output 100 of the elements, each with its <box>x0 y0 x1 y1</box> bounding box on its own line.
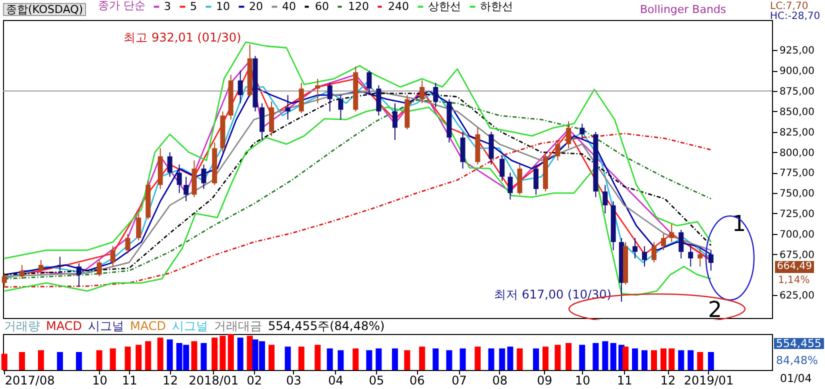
x-tick-label: 07 <box>452 374 467 388</box>
x-tick-label: 09 <box>537 374 552 388</box>
text: 554,455 <box>774 337 824 350</box>
candlestick <box>2 272 7 287</box>
text: 554,455주(84,48%) <box>268 319 385 333</box>
candlestick <box>184 176 189 202</box>
bar <box>200 343 207 370</box>
text: 거래량 <box>4 319 40 333</box>
y-tick-label: 750,00 <box>780 188 814 200</box>
bar <box>419 346 426 370</box>
bar <box>326 348 333 370</box>
y-tick-label: 850,00 <box>780 106 814 118</box>
candlestick <box>580 123 585 141</box>
x-tick-label: 05 <box>368 374 384 388</box>
bar <box>579 344 586 370</box>
bar <box>566 343 572 370</box>
bar <box>338 350 344 370</box>
y-tick-label: 825,00 <box>780 127 814 138</box>
text: MACD <box>130 319 166 333</box>
x-tick-label: 11 <box>617 374 632 388</box>
bar <box>697 352 704 370</box>
bar <box>220 336 226 370</box>
bar <box>38 350 44 370</box>
y-tick-label: 625,00 <box>780 290 814 302</box>
y-tick-label: 725,00 <box>780 208 814 220</box>
bar <box>668 348 675 370</box>
candlestick <box>392 102 398 141</box>
legend-label: 120 <box>348 0 369 13</box>
bar <box>268 344 275 370</box>
x-tick-label: 2019/01 <box>684 374 734 388</box>
bar <box>432 348 439 370</box>
y-tick-label: 925,00 <box>780 46 814 57</box>
candlestick <box>652 242 657 263</box>
legend-label: 20 <box>249 0 263 13</box>
bar <box>191 341 198 370</box>
x-tick-label: 03 <box>286 374 302 388</box>
bar <box>212 338 218 370</box>
chart-title: 종합(KOSDAQ) <box>3 3 86 16</box>
bar <box>392 348 398 370</box>
candlestick <box>642 246 648 268</box>
candlestick <box>96 260 102 277</box>
candlestick <box>566 120 572 149</box>
candlestick <box>298 82 304 114</box>
bar <box>488 348 494 370</box>
legend-label: 60 <box>315 0 329 13</box>
x-tick-label: 04 <box>328 374 344 388</box>
bar <box>554 344 561 370</box>
candlestick <box>698 248 703 268</box>
bar <box>136 344 142 370</box>
bar <box>516 348 523 370</box>
bar <box>145 341 152 370</box>
x-tick-label: 2018/01 <box>188 374 239 388</box>
candlestick <box>315 78 320 104</box>
candlestick <box>376 84 382 116</box>
bar <box>314 344 321 370</box>
bar <box>688 350 694 370</box>
bar <box>18 352 25 370</box>
annotation: 2 <box>708 298 722 323</box>
text: MACD <box>46 319 82 333</box>
bar <box>366 350 372 370</box>
text: 664,49 <box>775 261 814 273</box>
annotation: 최저 617,00 (10/30) <box>494 288 612 302</box>
candlestick <box>661 233 666 251</box>
x-tick-label: 10 <box>574 374 590 388</box>
candlestick <box>632 237 638 259</box>
candlestick <box>688 246 694 268</box>
legend-label: 상한선 <box>428 0 461 13</box>
bar <box>228 334 234 370</box>
candlestick <box>76 262 82 287</box>
bar <box>376 348 382 370</box>
y-tick-label: 700,00 <box>780 229 814 240</box>
bar <box>166 339 173 370</box>
bar <box>610 343 616 370</box>
candlestick <box>110 246 116 268</box>
candlestick <box>500 155 505 182</box>
text: 84,48% <box>776 354 818 367</box>
bar <box>237 338 244 370</box>
legend-title: 종가 단순 <box>98 0 146 12</box>
x-tick-label: 06 <box>410 374 425 388</box>
y-tick-label: 875,00 <box>780 86 814 98</box>
bar <box>660 348 666 370</box>
candlestick <box>338 94 344 120</box>
candlestick <box>136 212 142 241</box>
x-tick-label: 10 <box>92 374 108 388</box>
bar <box>404 350 410 370</box>
candlestick <box>669 224 674 243</box>
bar <box>96 350 102 370</box>
candlestick <box>238 70 243 104</box>
candlestick <box>176 164 182 194</box>
bar <box>298 346 304 370</box>
bar <box>446 350 452 370</box>
bar <box>460 348 466 370</box>
x-tick-label: 11 <box>122 374 138 388</box>
annotation: HC:-28,70 <box>770 11 820 22</box>
candlestick <box>125 233 130 254</box>
bar <box>642 350 648 370</box>
x-tick-label: 02 <box>246 374 262 388</box>
bar <box>56 352 63 370</box>
bar <box>678 350 684 370</box>
legend-label: 240 <box>388 0 409 13</box>
